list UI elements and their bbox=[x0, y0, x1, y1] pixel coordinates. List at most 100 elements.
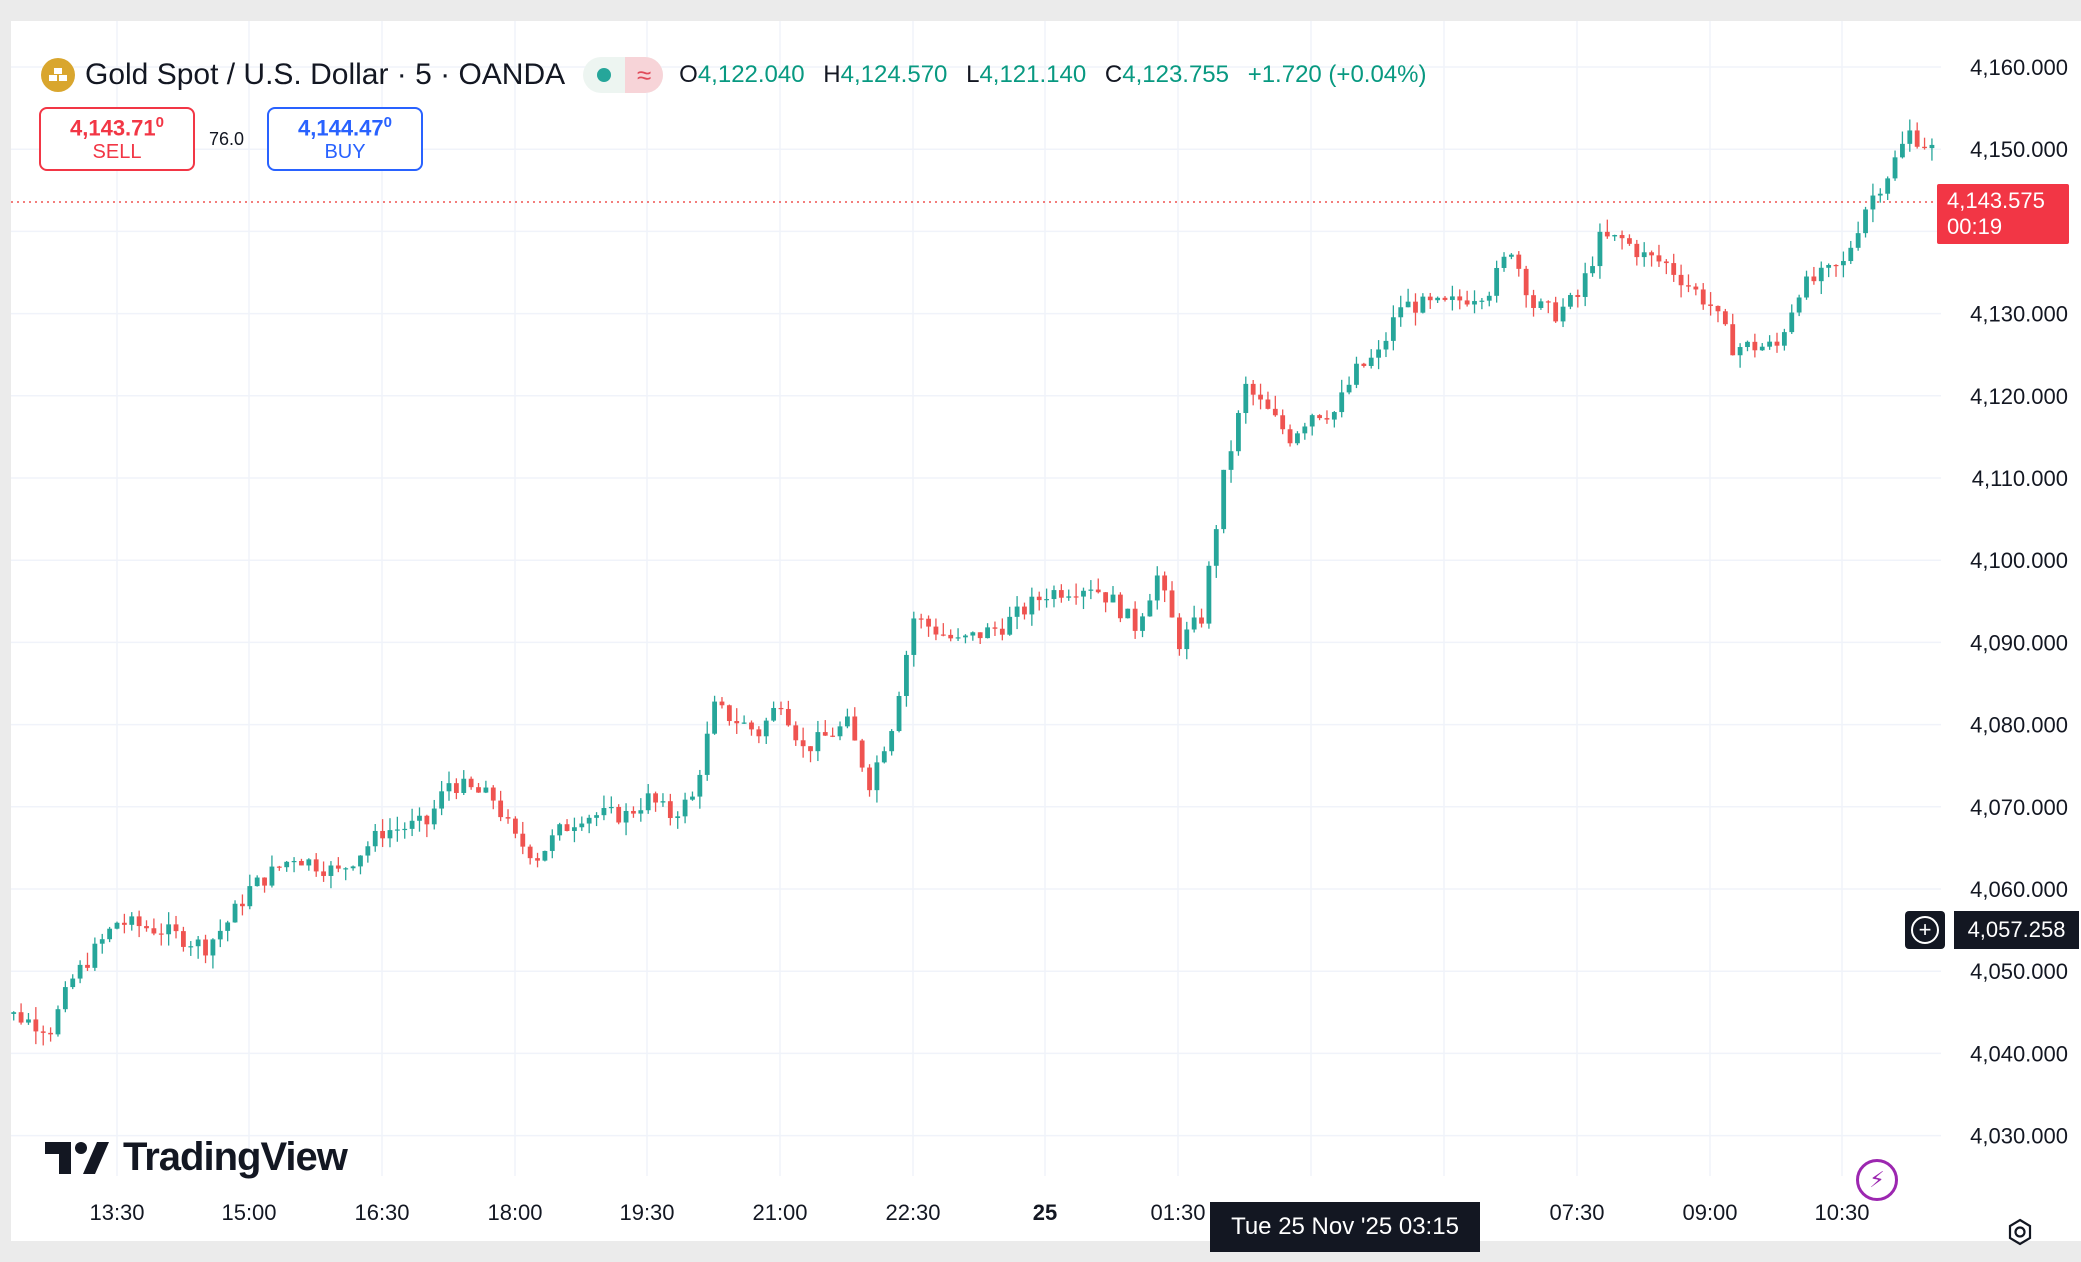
market-open-dot-icon bbox=[597, 68, 612, 82]
candle-body bbox=[1295, 433, 1300, 444]
candle-body bbox=[1804, 276, 1809, 298]
candle-body bbox=[1147, 600, 1153, 617]
candle-body bbox=[121, 922, 127, 925]
candle-body bbox=[468, 778, 474, 788]
price-tick-label: 4,120.000 bbox=[1970, 384, 2068, 409]
candle-body bbox=[1058, 590, 1064, 598]
candle-body bbox=[771, 707, 777, 721]
candle-body bbox=[1066, 596, 1072, 598]
tradingview-logo[interactable]: TradingView bbox=[45, 1135, 348, 1180]
candle-body bbox=[616, 806, 622, 823]
candle-body bbox=[726, 705, 732, 722]
candle-body bbox=[1634, 243, 1640, 258]
time-tick-label: 15:00 bbox=[221, 1200, 276, 1225]
candle-body bbox=[1501, 256, 1507, 268]
candle-body bbox=[1612, 235, 1618, 237]
candle-body bbox=[1081, 590, 1086, 597]
candle-body bbox=[1258, 394, 1263, 400]
symbol-title[interactable]: Gold Spot / U.S. Dollar · 5 · OANDA bbox=[85, 58, 566, 91]
candle-body bbox=[1545, 301, 1551, 303]
gold-symbol-icon bbox=[41, 58, 75, 92]
candle-body bbox=[513, 818, 518, 834]
candle-body bbox=[933, 626, 939, 635]
candle-body bbox=[808, 746, 813, 752]
candle-body bbox=[1863, 209, 1868, 234]
candle-body bbox=[1841, 261, 1846, 266]
buy-button[interactable]: 4,144.470 BUY bbox=[267, 107, 423, 171]
price-tick-label: 4,070.000 bbox=[1970, 795, 2068, 820]
time-tick-label: 21:00 bbox=[752, 1200, 807, 1225]
symbol-header: Gold Spot / U.S. Dollar · 5 · OANDA ≈ O4… bbox=[41, 57, 1438, 93]
candle-body bbox=[564, 824, 570, 831]
candle-body bbox=[498, 800, 504, 818]
price-tick-label: 4,090.000 bbox=[1970, 630, 2068, 655]
candle-body bbox=[1413, 301, 1418, 313]
candle-body bbox=[904, 654, 909, 696]
candle-body bbox=[1177, 617, 1182, 650]
candle-body bbox=[749, 722, 754, 730]
status-pill[interactable]: ≈ bbox=[583, 57, 664, 93]
price-tick-label: 4,150.000 bbox=[1970, 137, 2068, 162]
candle-body bbox=[431, 808, 437, 825]
candle-body bbox=[151, 928, 157, 934]
candle-body bbox=[70, 978, 76, 988]
candle-body bbox=[1449, 296, 1455, 300]
candle-body bbox=[166, 924, 172, 935]
candle-body bbox=[1236, 413, 1241, 452]
candle-body bbox=[1324, 418, 1330, 420]
candle-body bbox=[874, 762, 880, 791]
price-chart[interactable]: 4,030.000 4,040.000 4,050.000 4,060.000 4,07… bbox=[11, 21, 2081, 1241]
candle-body bbox=[1243, 383, 1249, 414]
approx-wave-icon[interactable]: ≈ bbox=[625, 57, 664, 93]
candle-body bbox=[1693, 286, 1699, 290]
candle-body bbox=[439, 791, 445, 809]
candle-body bbox=[881, 751, 887, 763]
candle-body bbox=[653, 793, 658, 803]
candle-body bbox=[579, 823, 585, 828]
candle-body bbox=[203, 939, 208, 956]
candle-body bbox=[33, 1019, 39, 1032]
candle-body bbox=[269, 866, 275, 886]
buy-label: BUY bbox=[324, 141, 366, 164]
candle-body bbox=[1472, 301, 1477, 305]
candle-body bbox=[1125, 608, 1131, 619]
change-value: +1.720 (+0.04%) bbox=[1247, 61, 1427, 88]
chart-window: 4,030.000 4,040.000 4,050.000 4,060.000 4,07… bbox=[11, 21, 2081, 1252]
candle-body bbox=[778, 707, 784, 710]
candle-body bbox=[409, 820, 415, 829]
candle-body bbox=[1302, 426, 1308, 434]
candle-body bbox=[601, 808, 607, 816]
candle-body bbox=[62, 987, 68, 1010]
candle-body bbox=[453, 783, 459, 793]
candle-body bbox=[667, 801, 673, 818]
candle-body bbox=[1848, 247, 1854, 262]
lightning-icon[interactable]: ⚡ bbox=[1856, 1159, 1898, 1201]
candle-body bbox=[1715, 305, 1721, 312]
candle-body bbox=[660, 801, 666, 803]
candle-body bbox=[741, 722, 747, 724]
candle-body bbox=[785, 708, 791, 726]
candle-body bbox=[1479, 300, 1485, 302]
candle-body bbox=[1560, 306, 1566, 322]
candle-body bbox=[1855, 233, 1861, 248]
candle-body bbox=[1582, 273, 1588, 297]
candle-body bbox=[48, 1032, 53, 1035]
time-tick-label: 19:30 bbox=[619, 1200, 674, 1225]
candle-body bbox=[1427, 296, 1433, 301]
candle-body bbox=[1870, 195, 1876, 210]
candle-body bbox=[1184, 629, 1190, 650]
candle-body bbox=[1354, 363, 1359, 385]
candle-body bbox=[1597, 231, 1603, 267]
candle-body bbox=[1317, 415, 1322, 419]
settings-icon[interactable] bbox=[2005, 1217, 2035, 1247]
candle-body bbox=[1390, 317, 1396, 341]
candle-body bbox=[682, 799, 688, 817]
candle-body bbox=[822, 732, 828, 736]
add-alert-button[interactable]: + bbox=[1905, 911, 1945, 949]
candle-body bbox=[1154, 575, 1160, 601]
sell-button[interactable]: 4,143.710 SELL bbox=[39, 107, 195, 171]
candle-body bbox=[1442, 297, 1448, 300]
time-tick-label: 18:00 bbox=[487, 1200, 542, 1225]
candle-body bbox=[992, 627, 998, 629]
candle-body bbox=[1169, 590, 1175, 618]
